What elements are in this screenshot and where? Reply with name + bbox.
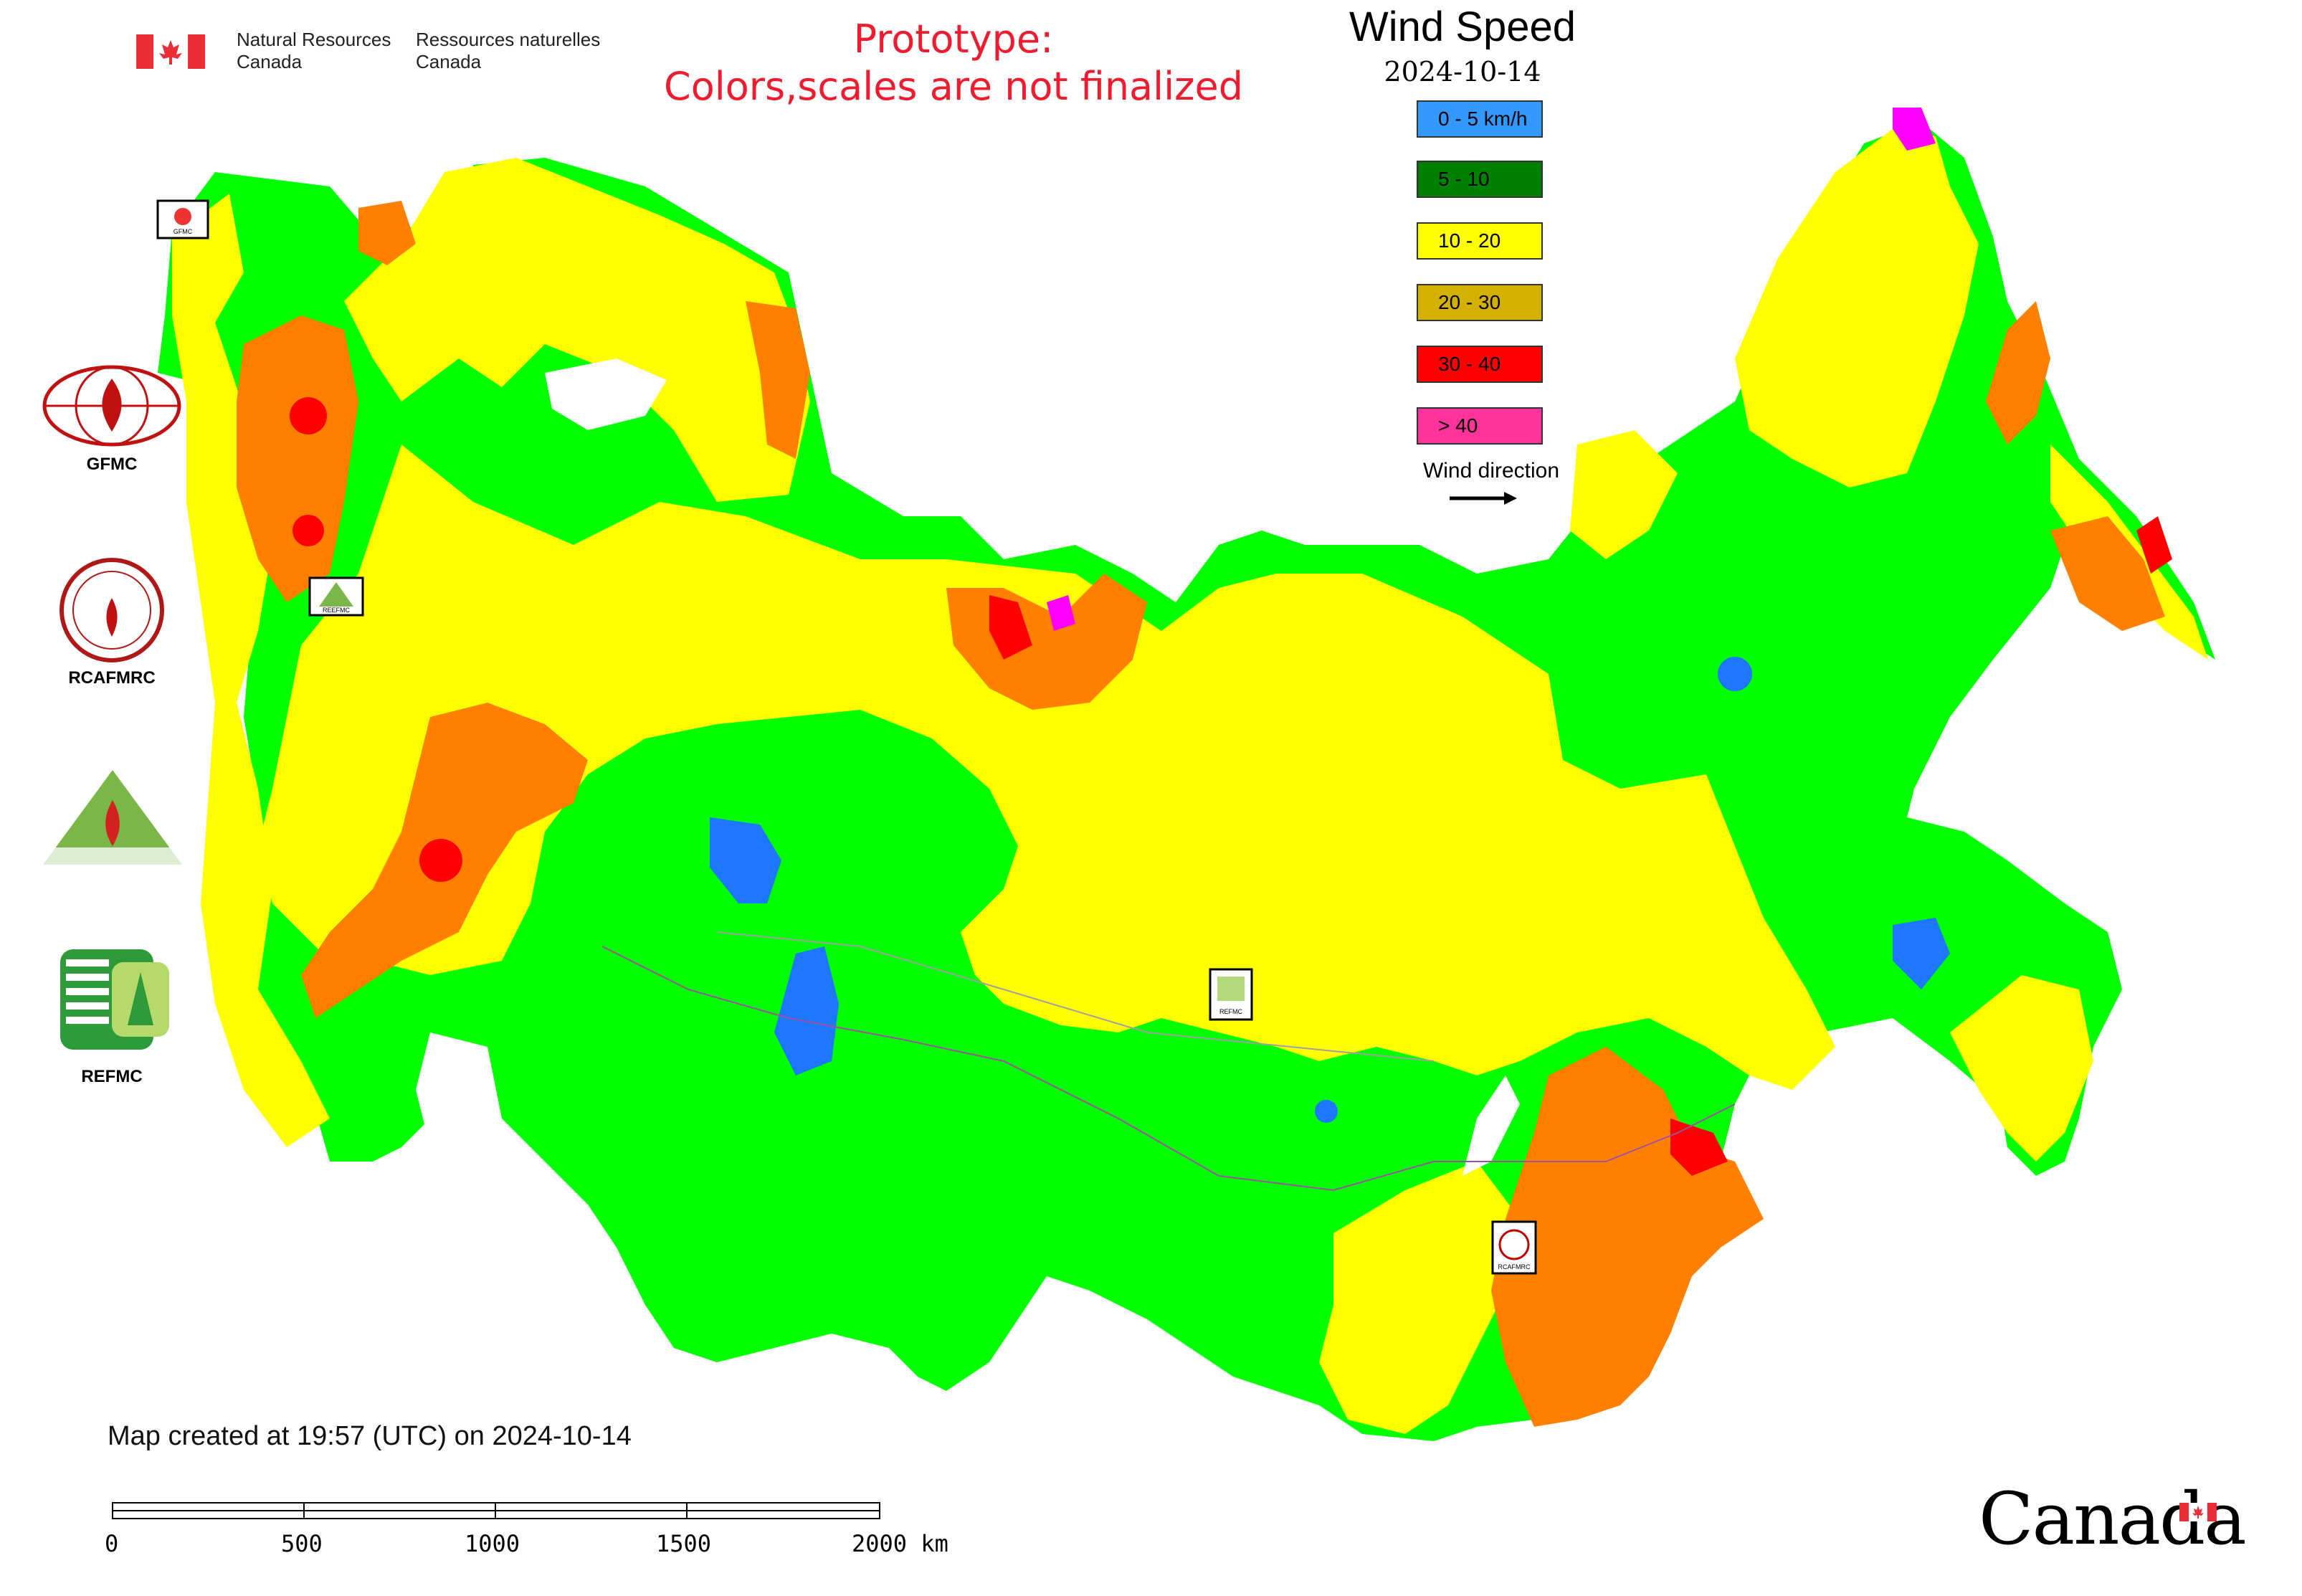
zone-calm-4	[1315, 1100, 1338, 1123]
legend-item-5-10: 5 - 10	[1417, 161, 1543, 198]
zone-moderate-southeast	[1319, 1162, 1520, 1434]
zone-moderate-belt	[258, 445, 1835, 1090]
marker-reefmc[interactable]: REEFMC	[308, 576, 364, 617]
legend-title: Wind Speed	[1349, 4, 1576, 50]
refmc-emblem-icon	[60, 949, 169, 1050]
legend-item-20-30: 20 - 30	[1417, 284, 1543, 321]
zone-strong-west	[237, 315, 358, 602]
marker-gfmc[interactable]: GFMC	[156, 199, 209, 239]
zone-moderate-yamal	[1570, 430, 1678, 559]
legend-item-0-5: 0 - 5 km/h	[1417, 100, 1543, 138]
reefmc-triangle-icon	[43, 770, 182, 865]
wind-direction-arrow-icon	[1450, 492, 1517, 505]
legend-item-10-20: 10 - 20	[1417, 222, 1543, 260]
zone-calm-east	[1893, 918, 1950, 989]
caspian-sea	[416, 1032, 502, 1162]
marker-reefmc-label: REEFMC	[323, 607, 351, 614]
prototype-line-2: Colors,scales are not finalized	[664, 64, 1243, 109]
nrcan-signature: Natural Resources Canada Ressources natu…	[136, 29, 609, 79]
scale-label-0: 0	[105, 1530, 119, 1557]
legend-item-30-40: 30 - 40	[1417, 346, 1543, 383]
canada-flag-icon	[136, 34, 205, 69]
scale-label-1500: 1500	[656, 1530, 712, 1557]
gfmc-globe-icon	[42, 365, 181, 447]
gfmc-label: GFMC	[86, 455, 138, 474]
zone-extreme-yamal	[1047, 595, 1075, 631]
international-border	[601, 946, 1736, 1192]
refmc-label: REFMC	[81, 1067, 143, 1086]
scale-bar	[112, 1502, 880, 1519]
refmc-logo: REFMC	[40, 946, 184, 1090]
zone-very-strong-3	[419, 839, 462, 882]
zone-moderate-west	[172, 194, 330, 1147]
zone-very-strong-amur	[1670, 1118, 1728, 1176]
reefmc-logo	[37, 767, 188, 875]
lake-baikal	[1462, 1075, 1520, 1176]
rcafmrc-seal-icon	[60, 558, 164, 662]
gfmc-logo: GFMC	[40, 363, 184, 478]
lake-ladoga	[545, 358, 667, 430]
zone-moderate-far-northeast	[1735, 129, 1979, 488]
zone-very-strong-yamal	[989, 595, 1032, 660]
zone-calm-balkhash	[774, 946, 839, 1075]
zone-moderate-northwest	[344, 158, 810, 502]
zone-very-strong-2	[292, 515, 324, 546]
marker-rcafmrc[interactable]: RCAFMRC	[1491, 1220, 1537, 1275]
zone-strong-northwest	[358, 201, 416, 265]
prototype-line-1: Prototype:	[853, 16, 1054, 62]
zone-extreme-chukotka	[1893, 108, 1936, 151]
department-name-en: Natural Resources Canada	[237, 29, 391, 72]
zone-very-strong-1	[290, 397, 327, 434]
map-created-timestamp: Map created at 19:57 (UTC) on 2024-10-14	[108, 1421, 632, 1451]
zone-very-strong-okhotsk	[2136, 516, 2172, 574]
scale-label-500: 500	[281, 1530, 323, 1557]
prototype-notice: Prototype: Colors,scales are not finaliz…	[624, 16, 1283, 110]
zone-calm-kazakh	[710, 817, 781, 903]
marker-rcafmrc-label: RCAFMRC	[1498, 1263, 1531, 1270]
marker-refmc[interactable]: REFMC	[1209, 968, 1253, 1021]
zone-calm-3	[1718, 657, 1752, 691]
department-name-fr: Ressources naturelles Canada	[416, 29, 601, 72]
zone-strong-okhotsk	[2050, 516, 2165, 631]
legend-item-over-40: > 40	[1417, 407, 1543, 445]
rcafmrc-label: RCAFMRC	[68, 668, 156, 688]
scale-label-2000: 2000 km	[852, 1530, 948, 1557]
internal-border	[716, 931, 1435, 1062]
zone-strong-kola	[746, 301, 810, 459]
canada-wordmark-flag-icon	[2179, 1503, 2217, 1521]
rcafmrc-logo: RCAFMRC	[40, 556, 184, 693]
zone-moderate-far-southeast	[1950, 975, 2093, 1162]
marker-gfmc-label: GFMC	[173, 228, 193, 235]
wind-direction-label: Wind direction	[1422, 459, 1560, 483]
zone-strong-manchuria	[1491, 1047, 1764, 1427]
zone-strong-kamchatka	[1986, 301, 2050, 445]
legend-date: 2024-10-14	[1384, 56, 1541, 87]
marker-refmc-label: REFMC	[1219, 1008, 1242, 1015]
scale-label-1000: 1000	[465, 1530, 520, 1557]
